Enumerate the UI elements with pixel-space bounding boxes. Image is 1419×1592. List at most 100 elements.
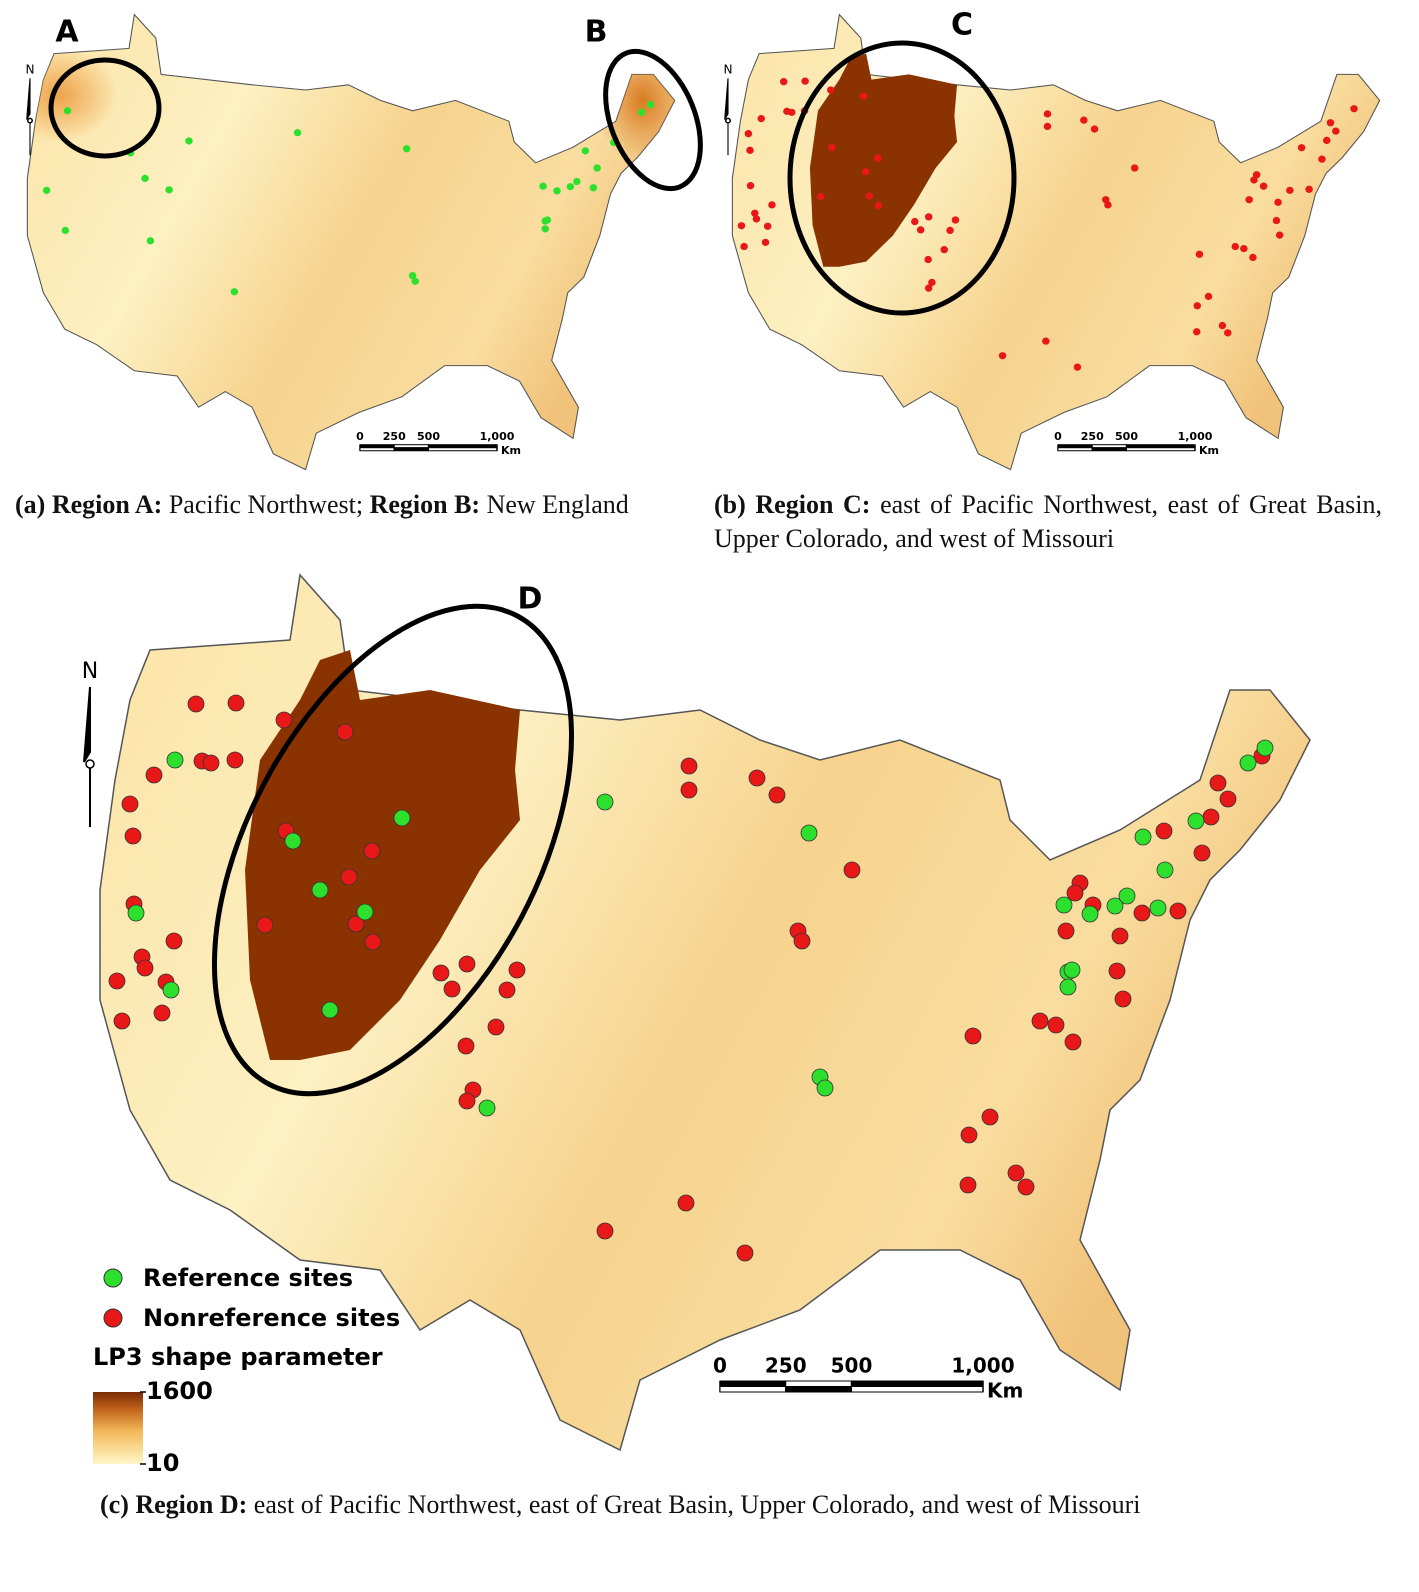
reference-site <box>1149 899 1167 917</box>
reference-site <box>1239 754 1257 772</box>
nonreference-site <box>748 769 766 787</box>
caption-text: New England <box>486 490 629 519</box>
reference-site <box>1106 897 1124 915</box>
nonreference-site <box>737 222 746 230</box>
nonreference-site <box>275 711 293 729</box>
nonreference-site <box>779 78 788 86</box>
scale-label: 500 <box>417 430 440 443</box>
reference-site <box>1187 812 1205 830</box>
scale-segment <box>1057 447 1093 452</box>
nonreference-site <box>457 1037 475 1055</box>
nonreference-site <box>145 766 163 784</box>
nonreference-site <box>1192 328 1201 336</box>
scale-segment <box>428 447 498 452</box>
reference-site <box>800 824 818 842</box>
nonreference-site <box>1286 186 1294 194</box>
nonreference-site <box>736 1244 754 1262</box>
nonreference-site <box>746 182 755 190</box>
nonreference-site <box>946 226 954 235</box>
north-arrow <box>26 78 31 156</box>
north-arrow <box>83 686 91 827</box>
nonreference-site <box>793 932 811 950</box>
nonreference-site <box>1133 904 1151 922</box>
nonreference-site <box>113 1012 131 1030</box>
caption-text: Pacific Northwest; <box>168 490 364 519</box>
nonreference-site <box>1318 155 1326 163</box>
scale-segment <box>359 447 395 452</box>
reference-site <box>541 225 549 233</box>
scale-segment <box>1126 447 1196 452</box>
reference-site <box>816 1079 834 1097</box>
nonreference-site <box>874 201 883 210</box>
reference-site <box>408 272 417 280</box>
scale-label: 0 <box>713 1354 727 1378</box>
scale-segment <box>719 1380 787 1387</box>
scale-segment <box>851 1386 984 1393</box>
nonreference-site <box>347 915 365 933</box>
nonreference-site <box>508 961 526 979</box>
nonreference-site <box>1272 216 1281 225</box>
nonreference-site <box>1193 844 1211 862</box>
nonreference-site <box>677 1194 695 1212</box>
reference-site <box>478 1099 496 1117</box>
nonreference-site <box>751 209 759 217</box>
nonreference-site <box>859 92 868 100</box>
nonreference-site <box>1218 321 1227 330</box>
nonreference-site <box>108 972 126 990</box>
nonreference-site <box>757 114 765 123</box>
nonreference-site <box>928 278 936 287</box>
caption-text: Region B: <box>369 490 481 519</box>
reference-site <box>61 226 70 235</box>
nonreference-site <box>1332 127 1340 135</box>
nonreference-site <box>1219 790 1237 808</box>
nonreference-site <box>924 284 933 292</box>
nonreference-site <box>768 201 776 209</box>
reference-site <box>1081 905 1099 923</box>
reference-site <box>293 128 302 137</box>
nonreference-site <box>1204 292 1213 301</box>
nonreference-site <box>1057 922 1075 940</box>
legend-label: Reference sites <box>143 1264 353 1292</box>
nonreference-site <box>981 1108 999 1126</box>
scale-segment <box>851 1380 984 1387</box>
nonreference-site <box>761 238 770 246</box>
reference-site <box>539 182 547 190</box>
reference-site <box>63 107 72 115</box>
legend-label: Nonreference sites <box>143 1304 400 1332</box>
scale-unit: Km <box>501 444 521 457</box>
region-ellipse <box>603 48 703 192</box>
nonreference-site <box>458 955 476 973</box>
caption: (a) Region A: Pacific Northwest; Region … <box>15 488 683 522</box>
nonreference-site <box>752 215 761 223</box>
nonreference-site <box>916 226 925 234</box>
nonreference-site <box>121 795 139 813</box>
caption-text: Region C: <box>755 490 871 519</box>
scale-label: 0 <box>356 430 364 443</box>
nonreference-site <box>1114 990 1132 1008</box>
nonreference-site <box>432 964 450 982</box>
scale-label: 500 <box>831 1354 873 1378</box>
nonreference-site <box>1195 250 1204 258</box>
nonreference-site <box>828 144 836 152</box>
nonreference-site <box>187 695 205 713</box>
nonreference-site <box>1350 105 1358 113</box>
colorbar-label: 10 <box>146 1449 179 1477</box>
reference-site <box>581 147 590 155</box>
caption-text: (a) <box>15 490 46 519</box>
caption-text: east of Pacific Northwest, east of Great… <box>253 1490 1141 1519</box>
region-label: A <box>55 15 79 50</box>
reference-site <box>646 100 655 109</box>
caption-text: (c) <box>100 1490 129 1519</box>
north-arrow <box>724 78 729 156</box>
north-label: N <box>82 659 98 684</box>
north-arrow <box>725 117 731 124</box>
nonreference-site <box>1169 902 1187 920</box>
reference-site <box>1059 978 1077 996</box>
nonreference-site <box>744 130 753 138</box>
colorbar-title: LP3 shape parameter <box>93 1343 383 1371</box>
nonreference-site <box>1224 329 1232 337</box>
nonreference-site <box>165 932 183 950</box>
reference-site <box>1256 739 1274 757</box>
reference-site <box>411 277 419 285</box>
